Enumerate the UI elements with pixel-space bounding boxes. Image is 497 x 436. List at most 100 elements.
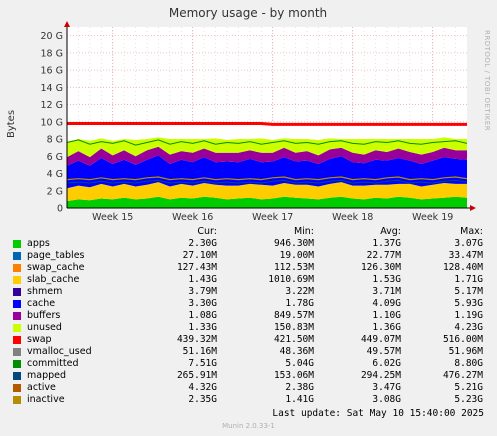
legend-name: unused (27, 322, 62, 333)
legend-avg: 1.37G (372, 238, 401, 249)
y-tick-label: 2 G (47, 186, 63, 197)
legend-cur: 3.79M (188, 286, 217, 297)
legend-max: 51.96M (448, 346, 483, 357)
legend-max: 3.07G (454, 238, 483, 249)
legend-avg: 1.53G (372, 274, 401, 285)
legend-name: slab_cache (27, 274, 80, 285)
area-cache (67, 155, 467, 189)
legend-name: active (27, 382, 56, 393)
legend-max: 1.71G (454, 274, 483, 285)
chart-title: Memory usage - by month (169, 6, 327, 20)
x-axis-arrow (470, 205, 476, 211)
legend-row-unused: unused 1.33G 150.83M 1.36G 4.23G (0, 322, 497, 334)
legend-max: 5.17M (454, 286, 483, 297)
legend-avg: 3.08G (372, 394, 401, 405)
area-buffers (67, 146, 467, 166)
legend-name: swap (27, 334, 52, 345)
legend-cur: 7.51G (188, 358, 217, 369)
legend-avg: 3.47G (372, 382, 401, 393)
legend-swatch (13, 288, 21, 296)
y-tick-label: 12 G (41, 100, 63, 111)
memory-usage-chart: Memory usage - by month Bytes RRDTOOL / … (6, 6, 491, 223)
legend-max: 4.23G (454, 322, 483, 333)
legend-cur: 3.30G (188, 298, 217, 309)
legend-min: 1.78G (285, 298, 314, 309)
y-tick-label: 16 G (41, 66, 63, 77)
legend-cur: 2.30G (188, 238, 217, 249)
legend-row-shmem: shmem 3.79M 3.22M 3.71M 5.17M (0, 286, 497, 298)
y-axis-label: Bytes (6, 110, 17, 138)
legend-min: 421.50M (273, 334, 314, 345)
legend-row-page_tables: page_tables 27.10M 19.00M 22.77M 33.47M (0, 250, 497, 262)
y-tick-label: 14 G (41, 83, 63, 94)
area-headroom (67, 123, 467, 142)
y-tick-labels: 0 2 G 4 G 6 G 8 G 10 G 12 G 14 G 16 G 18 G 20 G (41, 31, 63, 214)
x-tick-label: Week 17 (252, 212, 293, 223)
legend-row-swap_cache: swap_cache 127.43M 112.53M 126.30M 128.40M (0, 262, 497, 274)
legend-cur: 2.35G (188, 394, 217, 405)
legend-swatch (13, 336, 21, 344)
x-tick-label: Week 19 (412, 212, 453, 223)
legend-cur: 4.32G (188, 382, 217, 393)
line-committed (66, 139, 468, 146)
y-tick-label: 0 (57, 204, 63, 215)
legend-min: 849.57M (273, 310, 314, 321)
legend-swatch (13, 384, 21, 392)
legend-row-buffers: buffers 1.08G 849.57M 1.10G 1.19G (0, 310, 497, 322)
legend-avg: 4.09G (372, 298, 401, 309)
legend-avg: 449.07M (360, 334, 401, 345)
legend-avg: 1.36G (372, 322, 401, 333)
legend-name: shmem (27, 286, 63, 297)
legend-swatch (13, 312, 21, 320)
legend-max-header: Max: (460, 226, 483, 237)
y-axis-arrow (64, 21, 70, 27)
legend-min: 150.83M (273, 322, 314, 333)
legend-row-committed: committed 7.51G 5.04G 6.02G 8.80G (0, 358, 497, 370)
legend-swatch (13, 348, 21, 356)
legend-min: 48.36M (279, 346, 314, 357)
legend-swatch (13, 324, 21, 332)
legend-avg: 22.77M (366, 250, 401, 261)
legend-name: swap_cache (27, 262, 85, 273)
line-inactive (66, 176, 468, 181)
area-unused (67, 137, 467, 158)
legend-row-inactive: inactive 2.35G 1.41G 3.08G 5.23G (0, 394, 497, 406)
series-areas (67, 123, 467, 208)
area-apps (67, 196, 467, 208)
legend-cur: 1.43G (188, 274, 217, 285)
legend-max: 8.80G (454, 358, 483, 369)
legend-min: 1010.69M (268, 274, 314, 285)
legend-max: 5.93G (454, 298, 483, 309)
legend-header: Cur: Min: Avg: Max: (0, 226, 497, 238)
x-tick-label: Week 18 (332, 212, 373, 223)
legend-swatch (13, 300, 21, 308)
y-tick-label: 8 G (47, 135, 63, 146)
y-tick-label: 18 G (41, 48, 63, 59)
legend-swatch (13, 240, 21, 248)
line-mapped (66, 179, 468, 184)
line-swap (67, 122, 467, 126)
legend-min: 112.53M (273, 262, 314, 273)
legend-cur: 51.16M (182, 346, 217, 357)
legend-min: 5.04G (285, 358, 314, 369)
y-tick-label: 4 G (47, 169, 63, 180)
legend-name: cache (27, 298, 56, 309)
x-tick-label: Week 15 (92, 212, 133, 223)
legend-avg: 6.02G (372, 358, 401, 369)
legend-row-vmalloc_used: vmalloc_used 51.16M 48.36M 49.57M 51.96M (0, 346, 497, 358)
legend-max: 128.40M (442, 262, 483, 273)
y-tick-label: 10 G (41, 117, 63, 128)
legend-swatch (13, 372, 21, 380)
legend-swatch (13, 396, 21, 404)
last-update: Last update: Sat May 10 15:40:00 2025 (272, 408, 484, 419)
x-tick-labels: Week 15 Week 16 Week 17 Week 18 Week 19 (92, 212, 453, 223)
legend-row-slab_cache: slab_cache 1.43G 1010.69M 1.53G 1.71G (0, 274, 497, 286)
legend-cur: 265.91M (176, 370, 217, 381)
legend-avg-header: Avg: (380, 226, 401, 237)
legend-swatch (13, 252, 21, 260)
y-tick-label: 20 G (41, 31, 63, 42)
legend-max: 516.00M (442, 334, 483, 345)
legend-max: 5.23G (454, 394, 483, 405)
legend-min: 19.00M (279, 250, 314, 261)
legend-cur: 127.43M (176, 262, 217, 273)
